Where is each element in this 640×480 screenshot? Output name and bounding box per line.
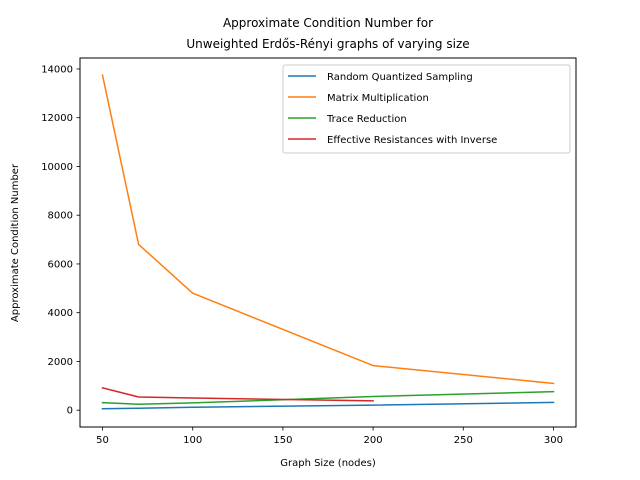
series-line-2 <box>101 74 555 385</box>
legend-label-2: Matrix Multiplication <box>327 93 429 104</box>
chart-title-line-2: Unweighted Erdős-Rényi graphs of varying… <box>186 37 469 51</box>
y-tick-label: 2000 <box>48 357 73 368</box>
y-tick-label: 8000 <box>48 211 73 222</box>
y-tick-label: 0 <box>67 406 73 417</box>
series-line-4 <box>101 386 374 402</box>
legend-label-3: Trace Reduction <box>326 114 407 125</box>
chart-title-line-1: Approximate Condition Number for <box>223 16 433 30</box>
legend-box <box>282 64 571 154</box>
x-axis-label: Graph Size (nodes) <box>280 458 376 469</box>
legend-label-4: Effective Resistances with Inverse <box>327 135 497 146</box>
y-axis-label: Approximate Condition Number <box>10 163 21 322</box>
x-tick-label: 100 <box>183 435 202 446</box>
y-tick-label: 12000 <box>41 113 73 124</box>
x-tick-label: 50 <box>96 435 109 446</box>
y-axis: 0 2000 4000 6000 8000 10000 12000 14000 <box>41 64 80 417</box>
legend-label-1: Random Quantized Sampling <box>327 72 473 83</box>
legend: Random Quantized Sampling Matrix Multipli… <box>282 64 571 154</box>
axes-frame <box>79 57 577 428</box>
x-tick-label: 300 <box>544 435 563 446</box>
x-tick-label: 200 <box>364 435 383 446</box>
x-tick-label: 150 <box>273 435 292 446</box>
series-line-1 <box>101 401 555 410</box>
x-axis: 50 100 150 200 250 300 <box>96 427 563 446</box>
y-tick-label: 10000 <box>41 162 73 173</box>
y-tick-label: 4000 <box>48 308 73 319</box>
y-tick-label: 6000 <box>48 259 73 270</box>
plot-area <box>101 74 555 410</box>
y-tick-label: 14000 <box>41 64 73 75</box>
series-line-3 <box>101 390 555 406</box>
x-tick-label: 250 <box>454 435 473 446</box>
